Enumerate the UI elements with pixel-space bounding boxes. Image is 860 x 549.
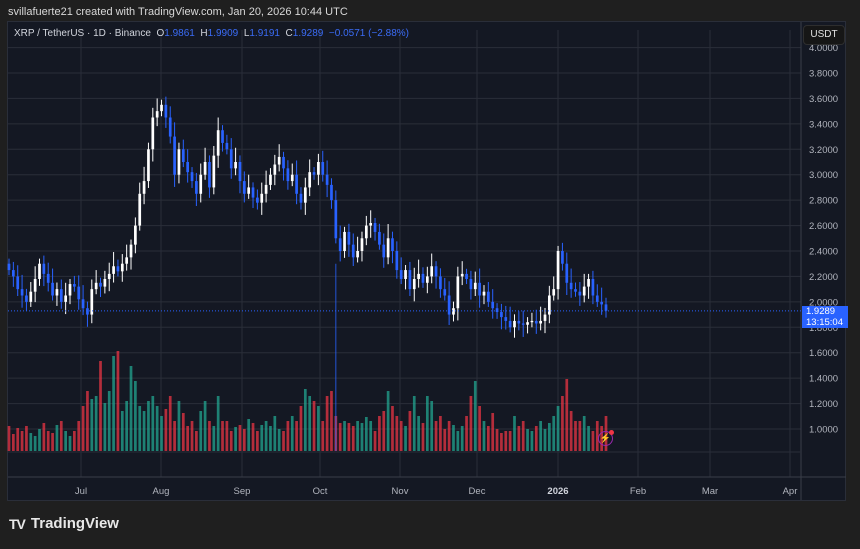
bar-countdown: 13:15:04 [806, 316, 843, 328]
svg-text:Dec: Dec [469, 486, 486, 497]
svg-text:3.4000: 3.4000 [809, 119, 838, 130]
close-label: C [285, 28, 293, 39]
svg-text:Apr: Apr [783, 486, 798, 497]
svg-text:1.0000: 1.0000 [809, 425, 838, 436]
svg-text:2.0000: 2.0000 [809, 297, 838, 308]
svg-text:Sep: Sep [234, 486, 251, 497]
svg-text:Oct: Oct [313, 486, 328, 497]
tradingview-logo-icon: TV [9, 515, 26, 532]
symbol-label[interactable]: XRP / TetherUS · 1D · Binance [14, 28, 151, 39]
svg-text:2.4000: 2.4000 [809, 247, 838, 258]
svg-text:1.4000: 1.4000 [809, 374, 838, 385]
svg-text:3.2000: 3.2000 [809, 145, 838, 156]
notification-dot [609, 430, 614, 435]
high-label: H [200, 28, 208, 39]
svg-text:4.0000: 4.0000 [809, 43, 838, 54]
chart-caption: svillafuerte21 created with TradingView.… [8, 6, 348, 18]
tradingview-brand: TV TradingView [9, 515, 119, 532]
svg-text:3.0000: 3.0000 [809, 170, 838, 181]
brand-name: TradingView [30, 515, 119, 532]
open-label: O [156, 28, 165, 39]
low-value: 1.9191 [249, 28, 280, 39]
svg-text:2026: 2026 [547, 486, 568, 497]
svg-text:Mar: Mar [702, 486, 718, 497]
low-label: L [243, 28, 250, 39]
ohlc-legend: XRP / TetherUS · 1D · Binance O1.9861 H1… [14, 28, 409, 39]
svg-text:Aug: Aug [153, 486, 170, 497]
svg-text:3.6000: 3.6000 [809, 94, 838, 105]
svg-text:1.6000: 1.6000 [809, 348, 838, 359]
svg-text:Jul: Jul [75, 486, 87, 497]
svg-text:2.2000: 2.2000 [809, 272, 838, 283]
svg-text:Nov: Nov [392, 486, 409, 497]
change-value: −0.0571 (−2.88%) [328, 28, 409, 39]
high-value: 1.9909 [207, 28, 239, 39]
svg-text:2.8000: 2.8000 [809, 196, 838, 207]
svg-text:2.6000: 2.6000 [809, 221, 838, 232]
svg-text:1.8000: 1.8000 [809, 323, 838, 334]
svg-text:3.8000: 3.8000 [809, 69, 838, 80]
last-price-value: 1.9289 [806, 306, 836, 317]
svg-text:1.2000: 1.2000 [809, 399, 838, 410]
lightning-alert-icon[interactable]: ⚡ [598, 431, 613, 446]
close-value: 1.9289 [292, 28, 324, 39]
svg-text:Feb: Feb [630, 486, 646, 497]
open-value: 1.9861 [164, 28, 195, 39]
last-price-tag: 1.9289 13:15:04 [802, 306, 848, 328]
currency-unit-button[interactable]: USDT [803, 25, 845, 45]
